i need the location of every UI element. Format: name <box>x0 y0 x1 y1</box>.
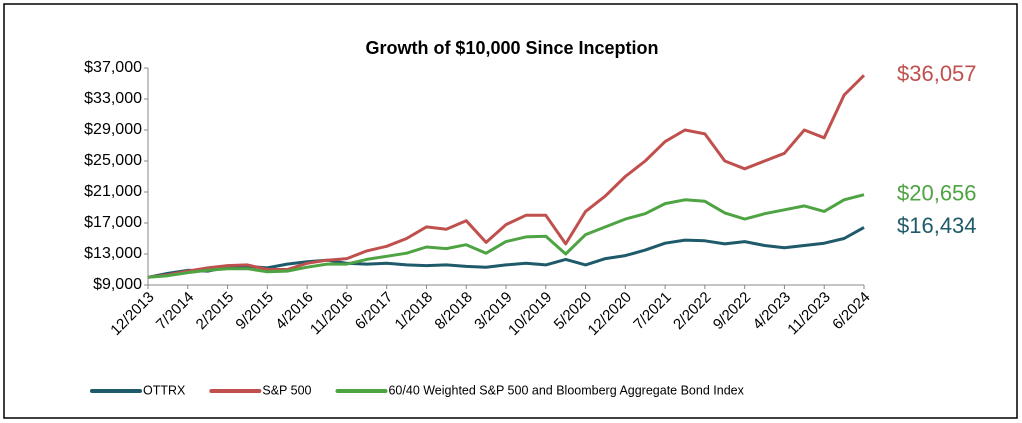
series-line <box>147 193 865 279</box>
end-label: $16,434 <box>897 213 977 238</box>
y-tick-label: $37,000 <box>84 59 142 76</box>
y-tick-label: $21,000 <box>84 183 142 200</box>
series-line <box>147 74 866 279</box>
y-tick-label: $25,000 <box>84 152 142 169</box>
y-tick-label: $33,000 <box>84 90 142 107</box>
legend-label: S&P 500 <box>262 383 311 397</box>
chart-title: Growth of $10,000 Since Inception <box>365 38 658 58</box>
legend-label: 60/40 Weighted S&P 500 and Bloomberg Agg… <box>388 383 744 397</box>
y-tick-label: $9,000 <box>93 276 142 293</box>
y-tick-label: $13,000 <box>84 245 142 262</box>
y-tick-label: $17,000 <box>84 214 142 231</box>
legend-label: OTTRX <box>143 383 186 397</box>
series-line <box>147 226 865 279</box>
end-label: $20,656 <box>897 180 977 205</box>
end-label: $36,057 <box>897 61 977 86</box>
y-tick-label: $29,000 <box>84 121 142 138</box>
frame <box>3 3 1018 419</box>
